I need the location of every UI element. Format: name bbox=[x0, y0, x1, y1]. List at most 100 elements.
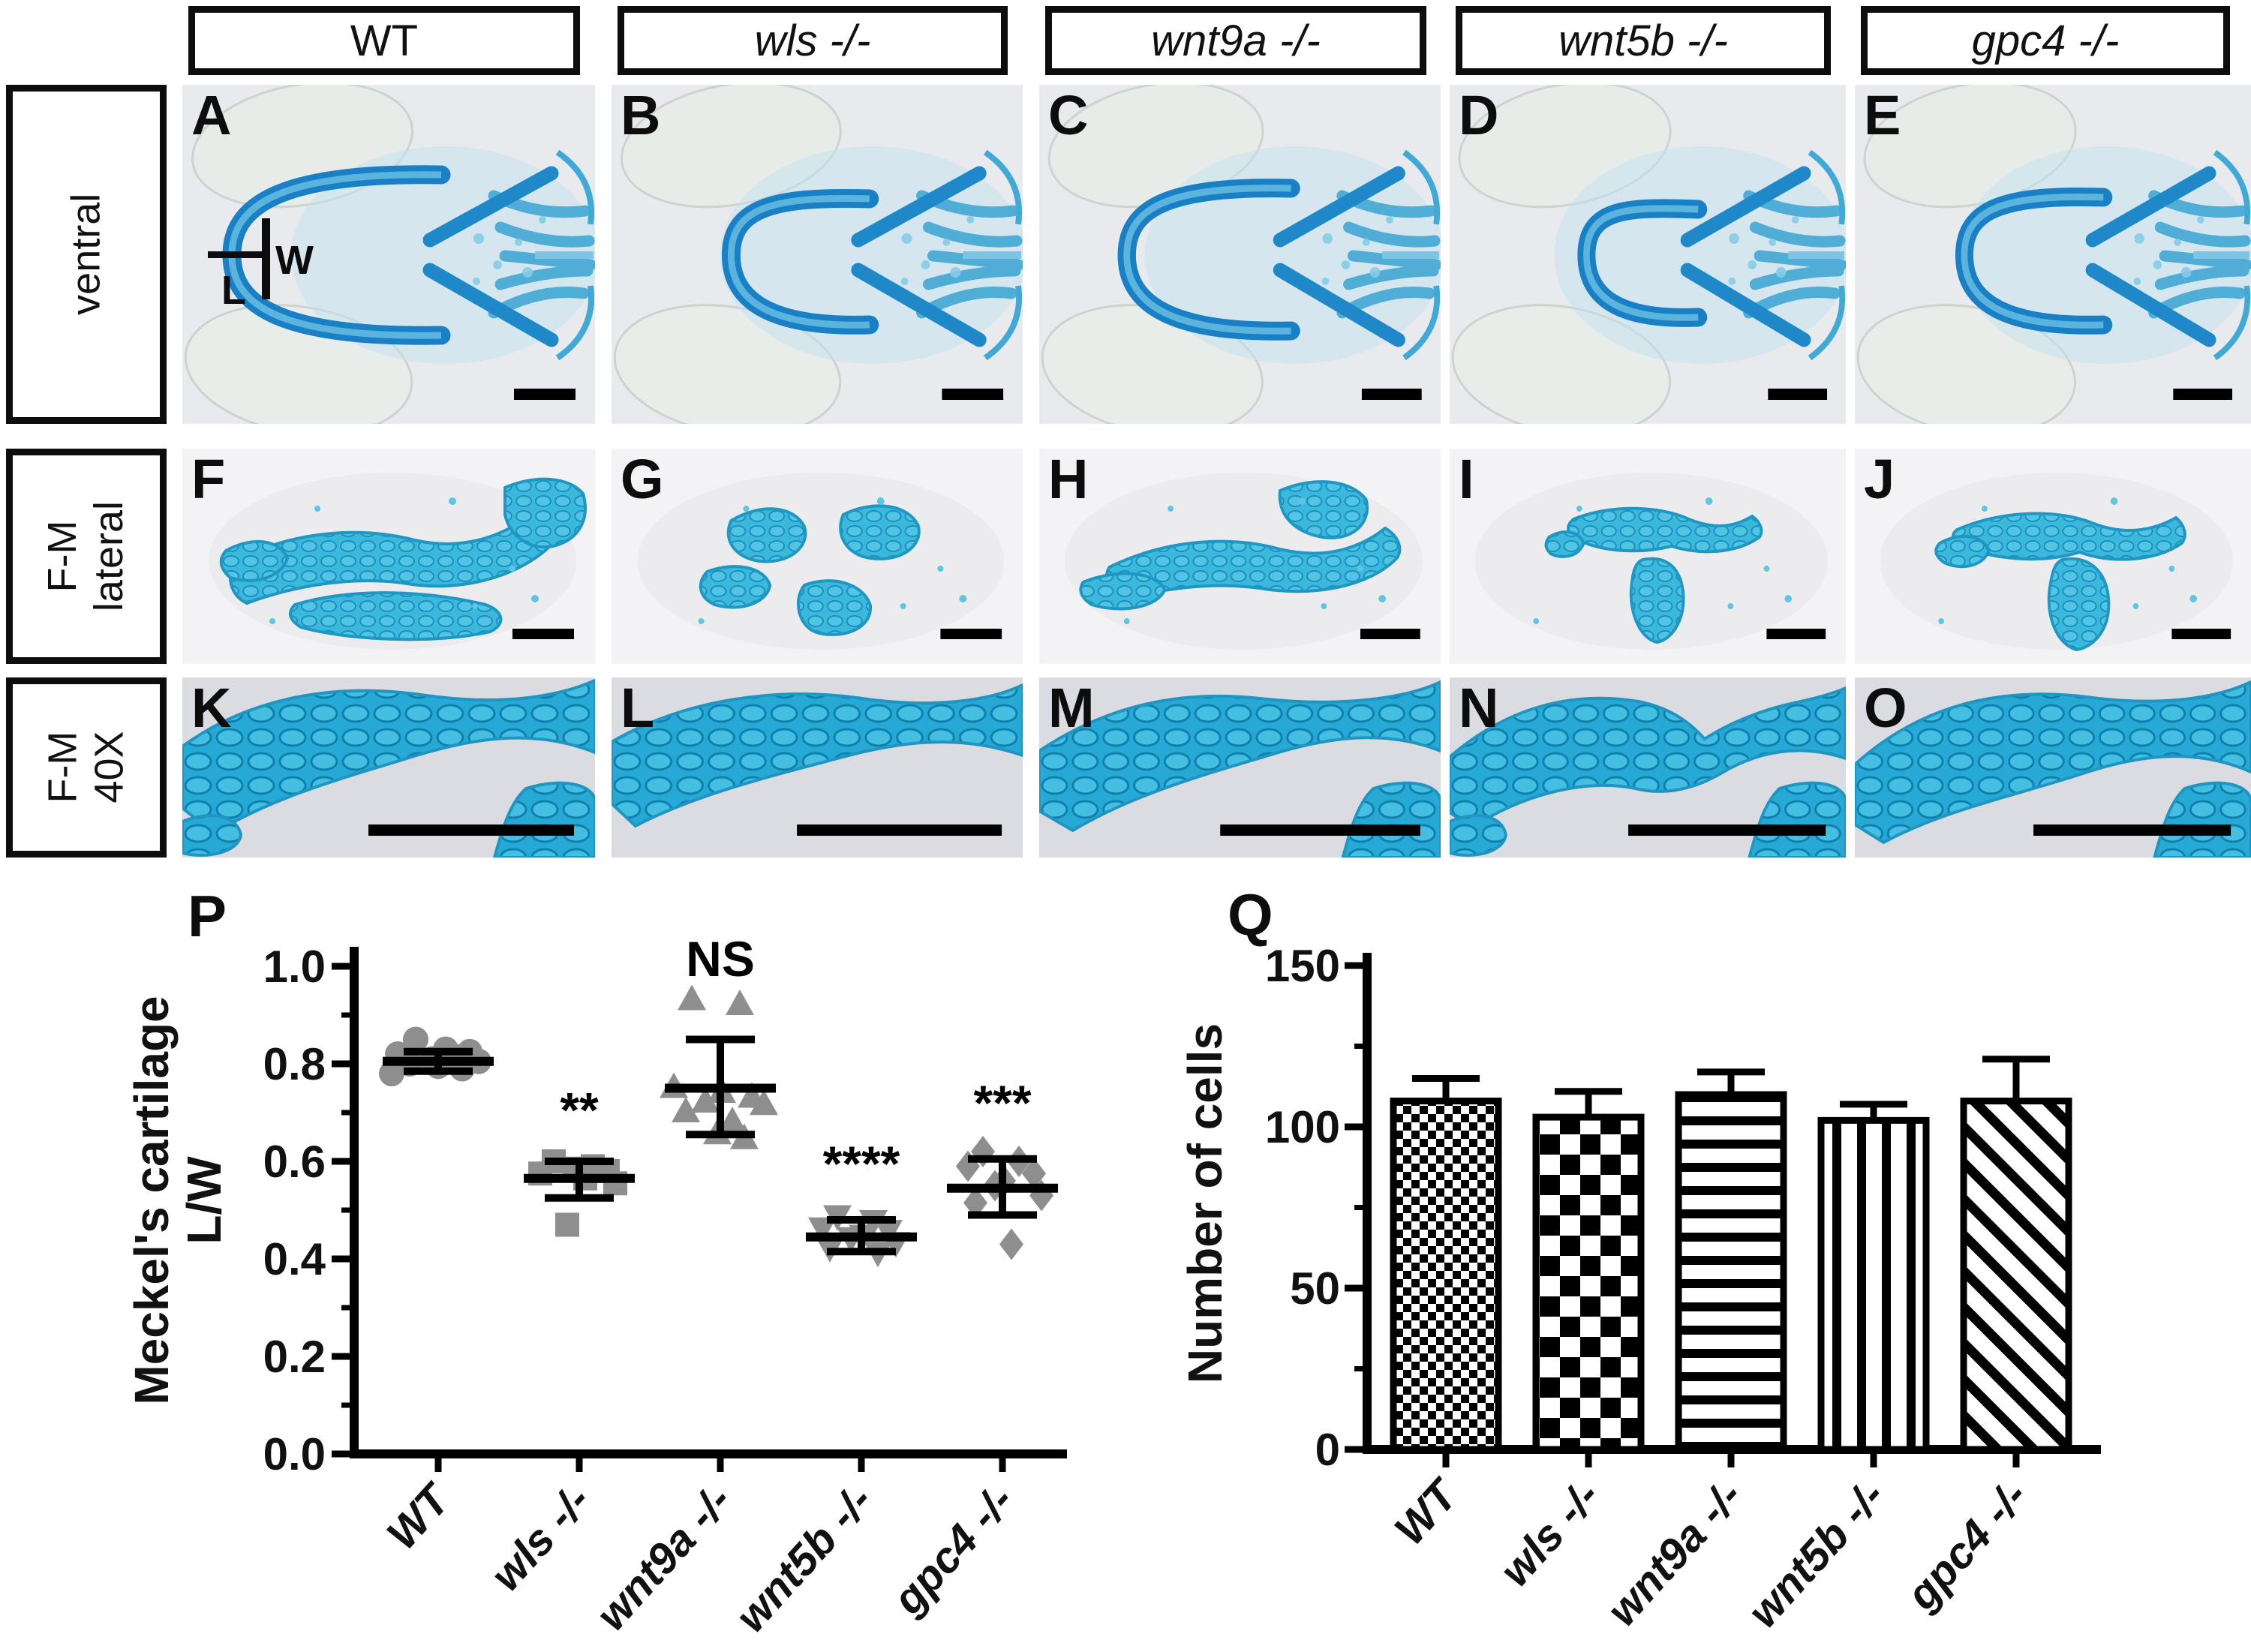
bar bbox=[1817, 1116, 1930, 1453]
panel-letter: G bbox=[621, 449, 664, 510]
scatter-point bbox=[660, 1072, 688, 1098]
column-header-gpc4: gpc4 -/- bbox=[1861, 6, 2230, 75]
panel-letter: K bbox=[191, 677, 232, 739]
scatter-point bbox=[466, 1048, 491, 1074]
scatter-point bbox=[542, 1149, 566, 1173]
chart-p-y-tick-label: 0.0 bbox=[263, 1429, 326, 1479]
micrograph-panel-k: K bbox=[182, 677, 595, 858]
micrograph-art bbox=[182, 449, 595, 664]
micrograph-panel-h: H bbox=[1039, 449, 1441, 664]
chart-p-category-label: WT bbox=[377, 1473, 461, 1559]
micrograph-art bbox=[612, 449, 1023, 664]
chart-q-category-label: WT bbox=[1385, 1469, 1469, 1554]
micrograph-art: W L bbox=[182, 85, 595, 424]
scatter-point bbox=[691, 1087, 720, 1113]
width-annotation-label: W bbox=[275, 238, 314, 283]
panel-letter: I bbox=[1459, 449, 1474, 510]
panel-letter: J bbox=[1864, 449, 1895, 510]
scatter-point bbox=[823, 1205, 852, 1231]
bar bbox=[1675, 1091, 1787, 1453]
scatter-point bbox=[1022, 1158, 1046, 1190]
chart-q-category-label: wls -/- bbox=[1490, 1471, 1609, 1596]
bar-bg bbox=[1821, 1120, 1926, 1449]
micrograph-panel-o: O bbox=[1855, 677, 2251, 858]
panel-letter: D bbox=[1459, 85, 1499, 146]
chart-p-y-tick-label: 0.6 bbox=[263, 1137, 326, 1187]
scatter-point bbox=[816, 1236, 844, 1263]
chart-p-category-label: gpc4 -/- bbox=[883, 1476, 1023, 1623]
chart-p-y-axis-label: L/W bbox=[177, 1156, 231, 1245]
panel-letter: E bbox=[1864, 85, 1901, 146]
column-header-wnt9a: wnt9a -/- bbox=[1045, 6, 1426, 75]
scatter-point bbox=[874, 1220, 903, 1245]
scatter-point bbox=[983, 1170, 1007, 1202]
chart-q-y-tick-label: 150 bbox=[1265, 941, 1340, 991]
scatter-point bbox=[708, 1077, 736, 1103]
scatter-point bbox=[882, 1232, 910, 1258]
scatter-point bbox=[449, 1056, 475, 1082]
micrograph-panel-l: L bbox=[612, 677, 1023, 858]
micrograph-panel-b: B bbox=[612, 85, 1023, 424]
chart-q-y-tick-label: 100 bbox=[1265, 1102, 1340, 1152]
bar bbox=[1532, 1113, 1645, 1453]
scatter-point bbox=[992, 1165, 1016, 1197]
row-label-line: F-M bbox=[40, 731, 86, 803]
panel-letter: H bbox=[1048, 449, 1089, 510]
bar bbox=[1960, 1098, 2072, 1453]
bar-bg bbox=[1678, 1095, 1784, 1449]
column-header-label: wnt9a -/- bbox=[1151, 16, 1321, 65]
panel-letter: N bbox=[1459, 677, 1499, 739]
column-header-wt: WT bbox=[188, 6, 580, 75]
micrograph-panel-f: F bbox=[182, 449, 595, 664]
scatter-point bbox=[573, 1166, 597, 1191]
chart-p-y-axis-label: Meckel's cartilage bbox=[125, 996, 179, 1404]
chart-p-category-label: wnt9a -/- bbox=[587, 1476, 741, 1639]
row-label-line: F-M bbox=[40, 520, 86, 593]
scatter-point bbox=[864, 1242, 892, 1268]
significance-label: *** bbox=[973, 1075, 1031, 1131]
scatter-point bbox=[678, 984, 706, 1011]
micrograph-art bbox=[612, 677, 1023, 858]
panel-letter: A bbox=[191, 85, 232, 146]
row-label-line: lateral bbox=[86, 500, 131, 612]
chart-p-y-tick-label: 0.2 bbox=[263, 1332, 326, 1382]
micrograph-panel-e: E bbox=[1855, 85, 2251, 424]
scatter-point bbox=[808, 1217, 837, 1243]
micrograph-panel-n: N bbox=[1450, 677, 1846, 858]
scatter-point bbox=[379, 1061, 404, 1086]
micrograph-art bbox=[1855, 677, 2251, 858]
chart-p-y-tick-label: 1.0 bbox=[263, 942, 326, 992]
column-header-label: WT bbox=[350, 16, 419, 65]
significance-label: NS bbox=[686, 931, 755, 987]
micrograph-art bbox=[1450, 677, 1846, 858]
scatter-point bbox=[1029, 1179, 1053, 1212]
micrograph-panel-c: C bbox=[1039, 85, 1441, 424]
length-annotation-label: L bbox=[221, 268, 246, 313]
scatter-point bbox=[1007, 1146, 1031, 1177]
micrograph-art bbox=[1039, 449, 1441, 664]
scatter-point bbox=[563, 1156, 587, 1181]
chart-p-y-tick-label: 0.4 bbox=[263, 1234, 326, 1284]
micrograph-panel-d: D bbox=[1450, 85, 1846, 424]
significance-label: ** bbox=[560, 1083, 599, 1138]
column-header-wnt5b: wnt5b -/- bbox=[1456, 6, 1831, 75]
scatter-point bbox=[433, 1036, 458, 1062]
scatter-point bbox=[528, 1161, 552, 1186]
scatter-point bbox=[442, 1044, 467, 1070]
bar-bg bbox=[1964, 1101, 2069, 1449]
chart-q-panel-letter: Q bbox=[1228, 882, 1273, 948]
panel-letter: B bbox=[621, 85, 661, 146]
micrograph-art bbox=[1450, 85, 1846, 424]
scatter-point bbox=[555, 1212, 579, 1237]
chart-p-category-label: wnt5b -/- bbox=[726, 1476, 882, 1641]
scatter-point bbox=[956, 1150, 980, 1182]
column-header-wls: wls -/- bbox=[618, 6, 1008, 75]
scatter-point bbox=[397, 1051, 422, 1077]
scatter-point bbox=[703, 1119, 732, 1145]
scatter-point bbox=[971, 1136, 995, 1167]
bar-bg bbox=[1536, 1117, 1641, 1449]
panel-letter: C bbox=[1048, 85, 1089, 146]
scatter-point bbox=[581, 1154, 605, 1179]
